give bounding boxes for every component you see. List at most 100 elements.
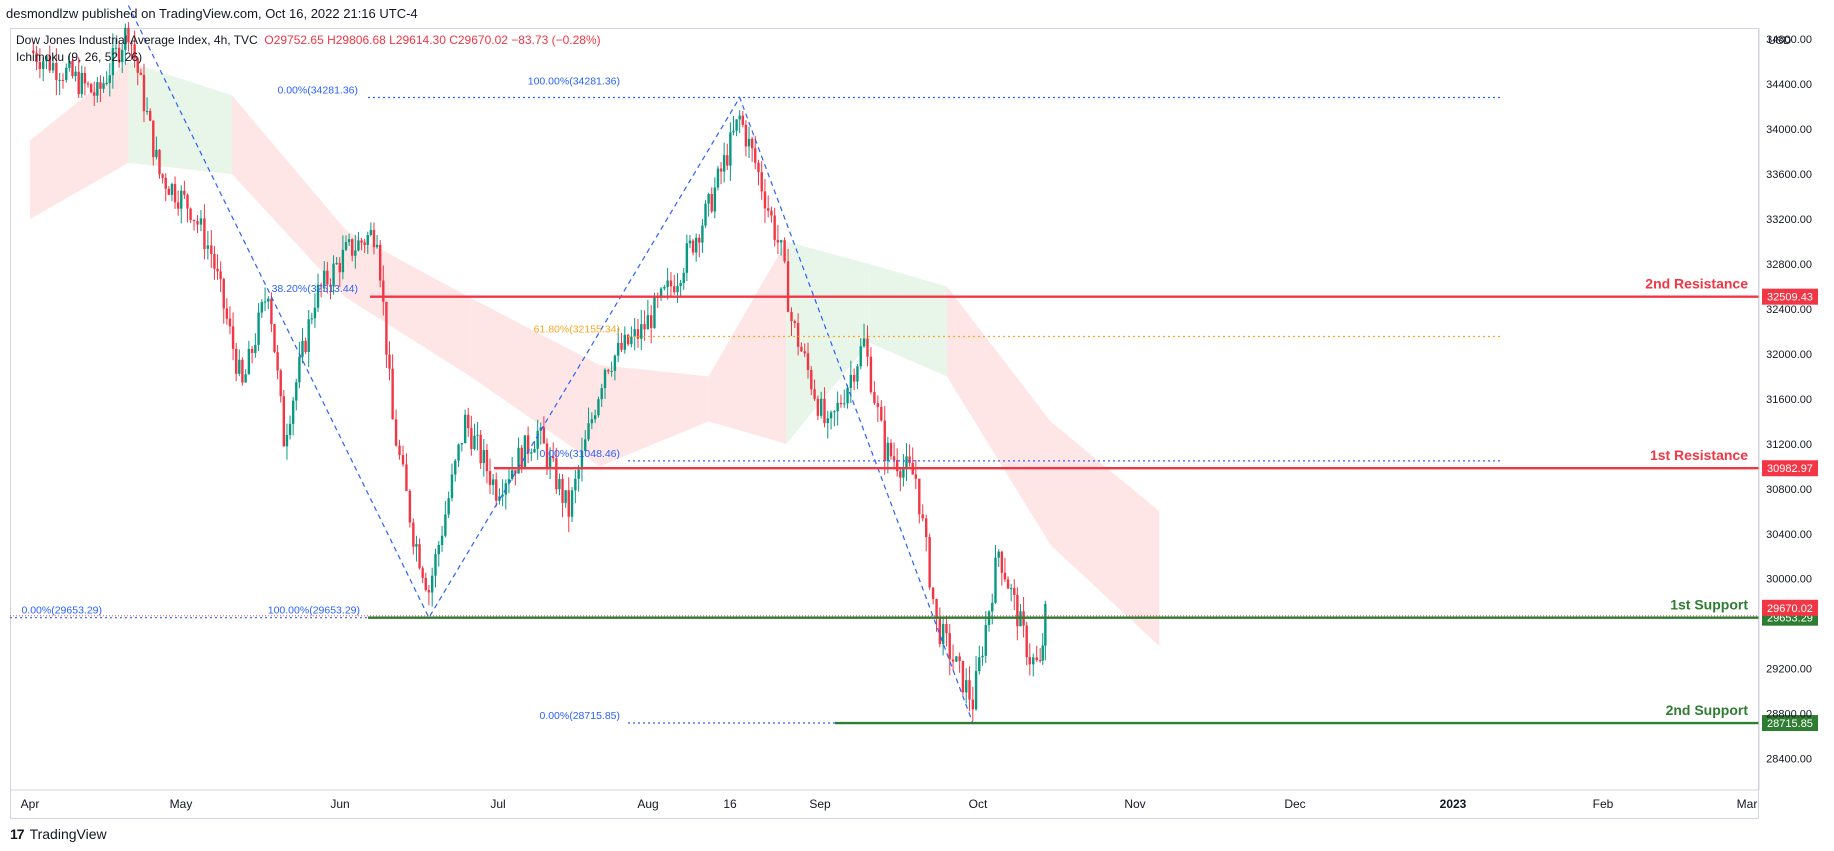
candle-body xyxy=(610,370,613,372)
candle-body xyxy=(836,402,839,412)
candle-body xyxy=(408,490,412,523)
candle-body xyxy=(152,120,155,158)
candle-body xyxy=(133,44,136,59)
candle-body xyxy=(819,398,823,416)
candle-body xyxy=(561,478,564,503)
candle-body xyxy=(673,286,676,293)
candle-body xyxy=(869,356,873,393)
candle-body xyxy=(71,61,74,77)
candle-body xyxy=(213,253,216,269)
candle-body xyxy=(35,52,38,63)
x-tick-label: Sep xyxy=(809,797,831,811)
candle-body xyxy=(613,355,617,371)
x-tick-label: Jul xyxy=(490,797,505,811)
candle-body xyxy=(415,544,418,547)
candle-body xyxy=(424,577,427,591)
candle-body xyxy=(873,392,876,404)
candle-body xyxy=(170,183,174,195)
ichimoku-cloud-segment xyxy=(708,241,787,444)
candle-body xyxy=(520,447,523,469)
candle-body xyxy=(341,249,345,273)
candle-body xyxy=(914,474,918,479)
candle-body xyxy=(111,48,115,76)
candle-body xyxy=(961,660,965,693)
candle-body xyxy=(593,415,597,420)
x-tick-label: Oct xyxy=(969,797,988,811)
candle-body xyxy=(488,471,492,485)
candle-body xyxy=(659,288,663,298)
candle-body xyxy=(192,220,196,222)
price-tag-text-0: 32509.43 xyxy=(1767,292,1813,304)
candle-body xyxy=(351,239,354,256)
swing-zigzag-line[interactable] xyxy=(127,5,974,724)
candle-body xyxy=(136,58,139,73)
candle-body xyxy=(971,699,975,710)
candle-body xyxy=(866,338,869,357)
candle-body xyxy=(760,172,763,192)
y-tick-label: 28800.00 xyxy=(1766,709,1812,721)
ohlc-values: O29752.65 H29806.68 L29614.30 C29670.02 … xyxy=(264,33,601,47)
y-tick-label: 34400.00 xyxy=(1766,79,1812,91)
x-tick-label: May xyxy=(170,797,193,811)
fib-level-mid-label: 0.00%(31048.46) xyxy=(539,448,620,460)
x-tick-label: Jun xyxy=(330,797,349,811)
candle-body xyxy=(750,138,754,149)
candle-body xyxy=(173,183,177,203)
candle-body xyxy=(61,79,65,81)
candle-body xyxy=(495,479,498,501)
x-tick-label: Mar xyxy=(1737,797,1758,811)
candle-body xyxy=(86,83,90,85)
candle-body xyxy=(552,456,555,459)
candle-body xyxy=(958,656,961,661)
candle-body xyxy=(1003,572,1007,580)
x-tick-label: 2023 xyxy=(1440,797,1467,811)
candle-body xyxy=(649,315,653,328)
candle-body xyxy=(862,338,866,347)
candle-body xyxy=(526,435,530,454)
level-label-0: 2nd Resistance xyxy=(1645,276,1748,292)
candle-body xyxy=(580,450,584,470)
candle-body xyxy=(597,399,600,416)
candle-body xyxy=(679,283,682,286)
candle-body xyxy=(219,271,222,279)
candle-body xyxy=(729,132,732,166)
candle-body xyxy=(510,470,514,480)
candle-body xyxy=(517,447,520,474)
candle-body xyxy=(501,494,504,497)
fib-level-top-right-label: 100.00%(34281.36) xyxy=(528,76,620,88)
candle-body xyxy=(507,479,511,484)
indicator-label[interactable]: Ichimoku (9, 26, 52, 26) xyxy=(16,50,143,64)
candle-body xyxy=(713,187,717,212)
candle-body xyxy=(1044,603,1047,646)
candle-body xyxy=(382,280,385,302)
candle-body xyxy=(199,218,203,225)
publisher-line: desmondlzw published on TradingView.com,… xyxy=(6,6,418,21)
candle-body xyxy=(434,554,437,576)
candle-body xyxy=(55,63,58,80)
candle-body xyxy=(779,240,783,243)
candle-body xyxy=(685,243,689,273)
candle-body xyxy=(332,263,335,287)
candle-body xyxy=(298,356,301,383)
candle-body xyxy=(102,83,105,89)
candle-body xyxy=(800,346,803,352)
y-tick-label: 30800.00 xyxy=(1766,484,1812,496)
candle-body xyxy=(640,324,643,339)
candle-body xyxy=(945,623,948,634)
candle-body xyxy=(225,308,229,319)
candle-body xyxy=(80,72,84,95)
candle-body xyxy=(716,168,720,188)
candle-body xyxy=(335,263,338,265)
candle-body xyxy=(757,162,760,173)
candle-body xyxy=(587,423,590,440)
candle-body xyxy=(326,270,329,285)
ichimoku-cloud-segment xyxy=(946,286,1051,545)
candle-body xyxy=(96,82,99,96)
candle-body xyxy=(189,208,192,221)
candle-body xyxy=(65,67,68,80)
level-label-2: 1st Support xyxy=(1670,597,1748,613)
candle-body xyxy=(285,435,289,447)
candle-body xyxy=(955,656,958,662)
candle-body xyxy=(338,263,341,273)
